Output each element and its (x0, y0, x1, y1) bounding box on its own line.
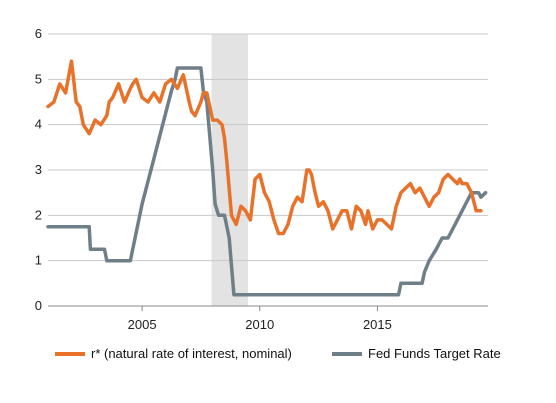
grid-lines (48, 33, 488, 262)
y-tick-label-4: 4 (35, 117, 42, 132)
legend-swatch-r-star (55, 351, 85, 356)
legend-label-r-star: r* (natural rate of interest, nominal) (91, 346, 292, 361)
series-fed-funds-line (46, 66, 488, 297)
legend-swatch-fed-funds (332, 351, 362, 356)
legend-item-r-star: r* (natural rate of interest, nominal) (55, 346, 292, 361)
x-tick-label-2010: 2010 (245, 317, 274, 332)
y-tick-label-5: 5 (35, 71, 42, 86)
series-lines (46, 59, 488, 297)
y-tick-label-2: 2 (35, 207, 42, 222)
x-tick-label-2015: 2015 (363, 317, 392, 332)
y-tick-label-6: 6 (35, 26, 42, 41)
y-tick-label-0: 0 (35, 298, 42, 313)
y-tick-labels: 0 1 2 3 4 5 6 (35, 26, 42, 313)
legend-label-fed-funds: Fed Funds Target Rate (368, 346, 501, 361)
legend-item-fed-funds: Fed Funds Target Rate (332, 346, 501, 361)
y-tick-label-1: 1 (35, 253, 42, 268)
y-tick-label-3: 3 (35, 162, 42, 177)
x-tick-label-2005: 2005 (128, 317, 157, 332)
series-r-star-line (46, 59, 483, 236)
legend: r* (natural rate of interest, nominal) F… (0, 346, 556, 376)
x-tick-labels: 2005 2010 2015 (128, 306, 392, 332)
